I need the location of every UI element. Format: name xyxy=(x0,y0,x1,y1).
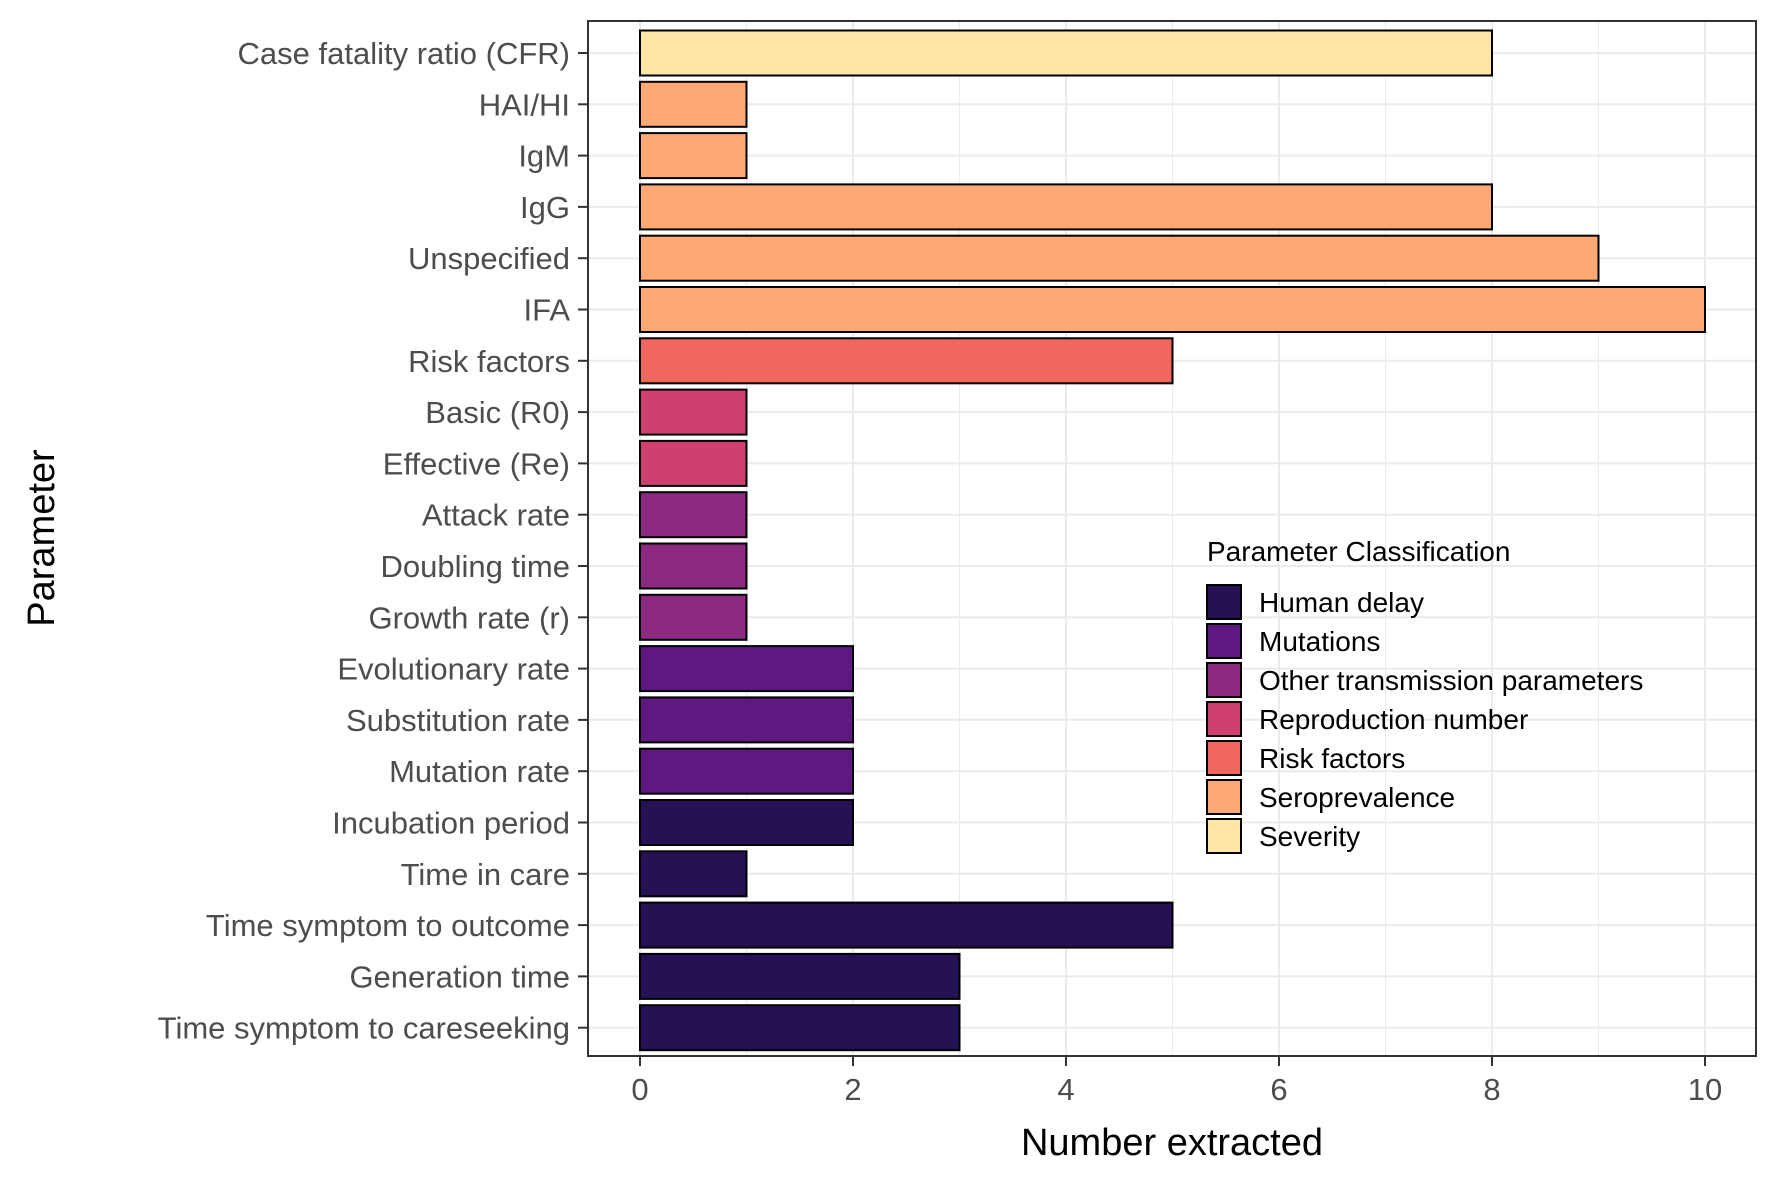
bar xyxy=(639,799,854,846)
legend: Parameter Classification Human delay Muta… xyxy=(1206,536,1643,854)
bar xyxy=(639,388,748,436)
y-tick-label: HAI/HI xyxy=(479,87,570,122)
y-tick-label: Time symptom to outcome xyxy=(206,908,570,943)
y-tick-label: Effective (Re) xyxy=(383,446,570,481)
y-axis-title: Parameter xyxy=(21,449,63,627)
bar xyxy=(639,286,1706,333)
bar xyxy=(639,183,1493,231)
legend-label: Other transmission parameters xyxy=(1259,665,1643,696)
bar xyxy=(639,234,1600,282)
y-tick-label: IFA xyxy=(523,293,570,328)
bar xyxy=(639,850,748,898)
legend-label: Mutations xyxy=(1259,626,1380,657)
y-tick-label: IgM xyxy=(518,139,570,174)
legend-key xyxy=(1206,779,1242,815)
x-axis-title: Number extracted xyxy=(1021,1122,1323,1164)
legend-key xyxy=(1206,662,1242,698)
x-tick-label: 0 xyxy=(631,1072,648,1107)
legend-key xyxy=(1206,818,1242,854)
y-tick-label: Growth rate (r) xyxy=(368,600,570,635)
bar xyxy=(639,132,748,180)
y-tick-label: Generation time xyxy=(349,959,570,994)
bars xyxy=(639,29,1706,1052)
legend-key xyxy=(1206,740,1242,776)
y-axis: Case fatality ratio (CFR) HAI/HI IgM IgG Uns… xyxy=(158,36,588,1046)
y-tick-label: Risk factors xyxy=(408,344,570,379)
bar xyxy=(639,645,854,693)
bar xyxy=(639,1004,961,1052)
x-axis: 0 2 4 6 8 10 xyxy=(631,1056,1722,1107)
y-tick-label: Unspecified xyxy=(408,241,570,276)
legend-label: Severity xyxy=(1259,821,1360,852)
bar xyxy=(639,952,961,1000)
bar xyxy=(639,542,748,590)
legend-key xyxy=(1206,623,1242,659)
legend-key xyxy=(1206,701,1242,737)
x-tick-label: 2 xyxy=(844,1072,861,1107)
y-tick-label: Time in care xyxy=(401,857,570,892)
bar xyxy=(639,593,748,641)
y-tick-label: Incubation period xyxy=(332,806,570,841)
y-tick-label: IgG xyxy=(520,190,570,225)
y-tick-label: Mutation rate xyxy=(389,754,570,789)
y-tick-label: Doubling time xyxy=(380,549,570,584)
bar xyxy=(639,491,748,539)
legend-label: Human delay xyxy=(1259,587,1424,618)
y-tick-label: Attack rate xyxy=(422,498,570,533)
y-tick-label: Substitution rate xyxy=(346,703,570,738)
y-tick-label: Case fatality ratio (CFR) xyxy=(238,36,570,71)
bar xyxy=(639,80,748,128)
x-tick-label: 10 xyxy=(1688,1072,1722,1107)
bar xyxy=(639,747,854,795)
legend-label: Risk factors xyxy=(1259,743,1405,774)
bar xyxy=(639,337,1174,385)
bar xyxy=(639,29,1493,77)
plot-border xyxy=(587,20,1757,1057)
x-tick-label: 4 xyxy=(1057,1072,1074,1107)
legend-key xyxy=(1206,584,1242,620)
legend-label: Seroprevalence xyxy=(1259,782,1455,813)
bar xyxy=(639,901,1174,949)
y-tick-label: Time symptom to careseeking xyxy=(158,1011,570,1046)
y-tick-label: Evolutionary rate xyxy=(337,652,570,687)
legend-label: Reproduction number xyxy=(1259,704,1528,735)
y-tick-label: Basic (R0) xyxy=(425,395,570,430)
legend-title: Parameter Classification xyxy=(1207,536,1510,567)
bar xyxy=(639,439,748,487)
x-tick-label: 6 xyxy=(1270,1072,1287,1107)
bar xyxy=(639,696,854,744)
x-tick-label: 8 xyxy=(1483,1072,1500,1107)
